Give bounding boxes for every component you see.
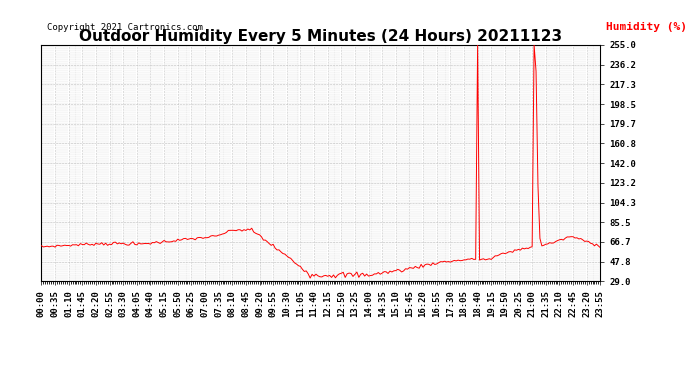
Text: Copyright 2021 Cartronics.com: Copyright 2021 Cartronics.com <box>47 23 203 32</box>
Text: Humidity (%): Humidity (%) <box>606 22 687 32</box>
Title: Outdoor Humidity Every 5 Minutes (24 Hours) 20211123: Outdoor Humidity Every 5 Minutes (24 Hou… <box>79 29 562 44</box>
